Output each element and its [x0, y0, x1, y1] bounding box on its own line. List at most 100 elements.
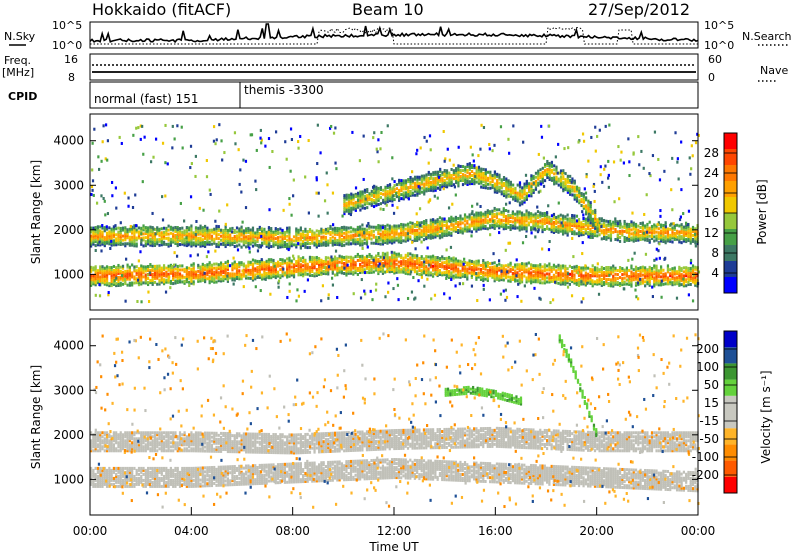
power-cell: [425, 259, 428, 263]
power-cell: [178, 280, 182, 284]
power-cell: [349, 271, 353, 275]
power-cell: [687, 280, 690, 284]
power-cell: [443, 171, 446, 175]
power-cell: [201, 272, 204, 276]
power-cell: [452, 177, 455, 181]
power-cell: [429, 180, 433, 184]
power-cell: [370, 229, 373, 233]
power-cell: [505, 185, 508, 189]
power-cell: [240, 233, 243, 237]
power-cell: [119, 232, 122, 236]
power-cell: [377, 268, 380, 272]
power-cell: [345, 232, 348, 236]
power-cell: [541, 218, 544, 222]
power-cell: [473, 182, 476, 186]
power-cell: [338, 229, 341, 233]
power-cell: [594, 218, 597, 222]
power-cell: [240, 277, 243, 281]
power-cell: [589, 223, 592, 227]
power-cell: [466, 219, 469, 223]
power-cell: [653, 270, 656, 274]
power-cell: [582, 274, 585, 278]
power-cell: [110, 282, 113, 286]
power-cell: [359, 270, 362, 274]
power-cell: [99, 277, 102, 281]
power-cell: [509, 182, 512, 186]
power-cell: [450, 167, 453, 171]
power-cell: [525, 268, 528, 272]
power-cell: [181, 268, 184, 272]
power-cell: [505, 191, 508, 195]
power-cell: [477, 219, 480, 223]
power-cell: [523, 268, 526, 272]
power-cell: [518, 210, 521, 214]
power-cell: [471, 174, 474, 178]
power-cell: [541, 170, 544, 174]
power-cell: [336, 242, 339, 246]
power-cell: [682, 280, 685, 284]
power-cell: [559, 227, 562, 231]
power-cell: [447, 233, 451, 237]
power-cell: [99, 275, 102, 279]
power-cell: [418, 181, 421, 185]
power-cell: [523, 188, 526, 192]
power-cell: [283, 230, 286, 234]
power-cell: [564, 223, 567, 227]
power-cell: [103, 270, 106, 274]
power-cell: [439, 167, 442, 171]
power-cell: [224, 273, 227, 277]
power-cell: [322, 241, 325, 245]
power-cell: [646, 270, 649, 274]
power-cell: [249, 236, 252, 240]
power-cell: [584, 275, 587, 279]
power-cell: [593, 268, 597, 272]
power-cell: [169, 241, 172, 245]
power-cell: [199, 232, 202, 236]
power-cell: [577, 279, 581, 283]
power-cell: [292, 273, 296, 277]
power-cell: [662, 233, 665, 237]
power-cell: [245, 245, 248, 249]
power-cell: [594, 226, 597, 230]
power-cell: [128, 275, 131, 279]
power-cell: [256, 261, 259, 265]
power-cell: [101, 236, 104, 240]
power-cell: [370, 233, 373, 237]
power-cell: [217, 271, 220, 275]
power-cell: [489, 274, 492, 278]
power-cell: [388, 264, 391, 268]
power-cell: [398, 190, 401, 194]
power-cell: [623, 225, 626, 229]
power-cell: [131, 281, 134, 285]
power-cell: [406, 268, 410, 272]
power-cell: [406, 224, 410, 228]
power-cell: [496, 174, 499, 178]
power-cell: [509, 220, 512, 224]
power-cell: [534, 268, 537, 272]
nsky-trace: [89, 23, 699, 44]
power-cell: [630, 228, 633, 232]
power-cell: [327, 270, 330, 274]
power-cell: [156, 276, 159, 280]
power-cell: [144, 273, 147, 277]
power-cell: [585, 210, 588, 214]
power-cell: [363, 206, 367, 210]
power-cell: [518, 275, 521, 279]
power-cell: [235, 274, 239, 278]
power-cell: [557, 228, 560, 232]
power-cell: [215, 226, 218, 230]
power-cell: [671, 240, 674, 244]
power-cell: [406, 264, 410, 268]
power-cell: [564, 184, 567, 188]
power-cell: [231, 238, 234, 242]
power-cell: [290, 265, 293, 269]
power-cell: [691, 278, 695, 282]
power-cell: [94, 275, 97, 279]
power-cell: [461, 231, 464, 235]
power-cell: [525, 181, 528, 185]
power-cell: [496, 182, 499, 186]
power-cell: [400, 256, 403, 260]
power-cell: [518, 201, 522, 205]
power-cell: [359, 237, 362, 241]
power-cell: [382, 200, 385, 204]
